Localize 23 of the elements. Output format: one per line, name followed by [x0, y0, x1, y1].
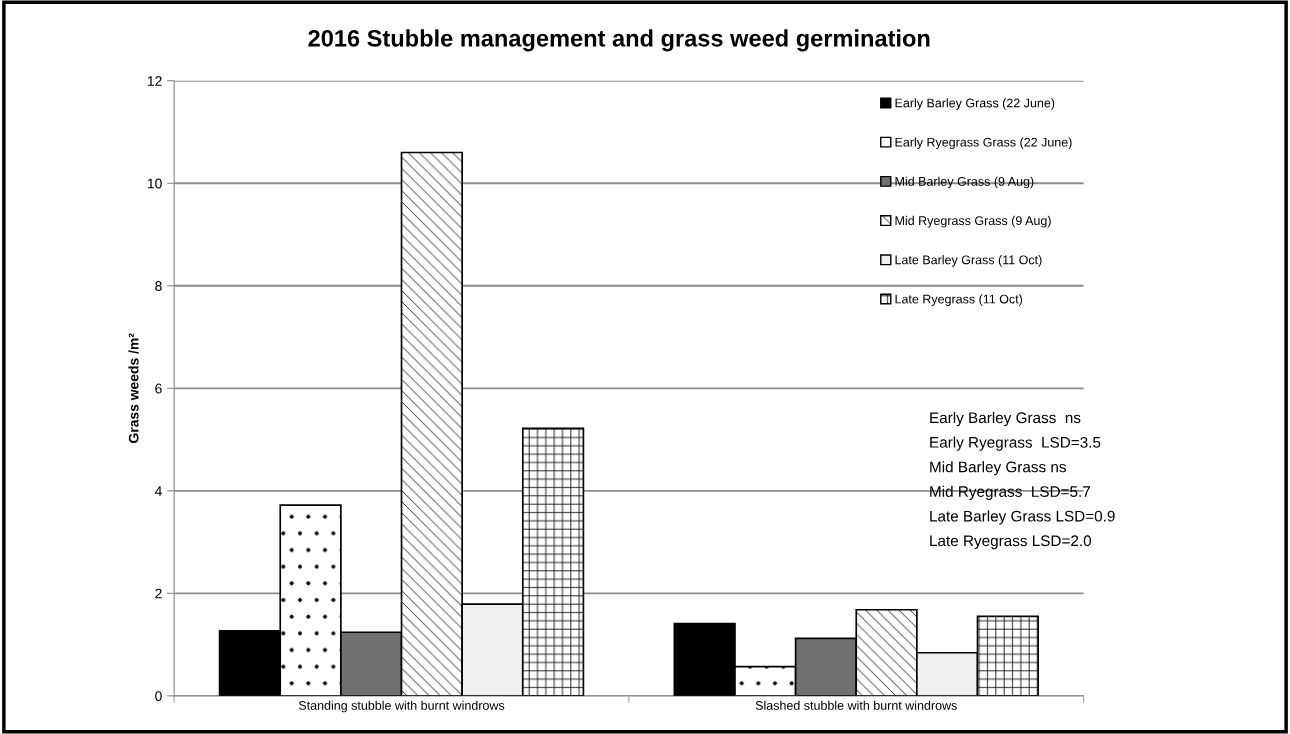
y-axis-title: Grass weeds /m²	[128, 333, 139, 443]
annotation: Mid Barley Grass ns	[930, 461, 1066, 476]
annotation: Late Ryegrass LSD=2.0	[930, 535, 1092, 550]
legend-label: Late Ryegrass (11 Oct)	[895, 294, 1023, 306]
annotation: Mid Ryegrass LSD=5.7	[930, 485, 1090, 500]
y-tick-label: 4	[154, 486, 162, 496]
y-tick-label: 0	[155, 691, 162, 701]
y-tick-label: 2	[155, 588, 162, 599]
legend-label: Early Barley Grass (22 June)	[895, 98, 1055, 110]
legend-label: Mid Barley Grass (9 Aug)	[895, 176, 1034, 189]
annotation: Late Barley Grass LSD=0.9	[930, 510, 1115, 525]
annotation: Early Ryegrass LSD=3.5	[930, 436, 1101, 451]
x-tick-label: Standing stubble with burnt windrows	[298, 700, 505, 713]
y-tick-label: 6	[155, 383, 162, 394]
y-tick-label: 8	[155, 281, 162, 291]
annotation: Early Barley Grass ns	[930, 411, 1081, 427]
legend-label: Early Ryegrass Grass (22 June)	[895, 137, 1072, 150]
y-tick-label: 10	[147, 178, 162, 189]
legend-label: Mid Ryegrass Grass (9 Aug)	[895, 215, 1051, 228]
chart-title: 2016 Stubble management and grass weed germination	[308, 29, 930, 52]
y-tick-label: 12	[147, 76, 162, 86]
x-tick-label: Slashed stubble with burnt windrows	[755, 700, 957, 710]
legend-label: Late Barley Grass (11 Oct)	[895, 255, 1042, 267]
